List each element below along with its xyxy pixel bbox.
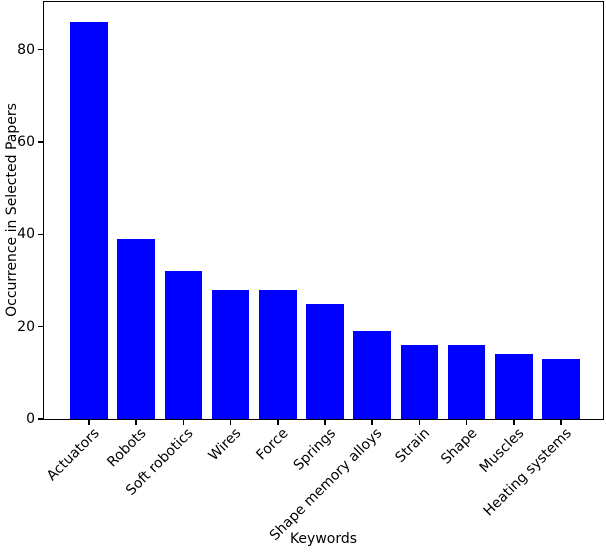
y-tick-mark: [38, 233, 43, 236]
y-tick-label: 20: [17, 318, 35, 335]
y-tick-label: 40: [17, 226, 35, 243]
y-tick-mark: [38, 418, 43, 420]
bar-shape: [447, 345, 486, 419]
x-tick-mark: [560, 420, 562, 425]
x-tick-label: Robots: [104, 425, 150, 471]
x-tick-label: Wires: [205, 425, 245, 465]
x-tick-mark: [88, 420, 90, 425]
x-tick-mark: [277, 420, 279, 425]
x-tick-mark: [229, 420, 232, 425]
y-tick-label: 60: [17, 133, 35, 150]
bar-shape-memory-alloys: [353, 331, 392, 419]
x-tick-label: Force: [253, 425, 292, 464]
x-tick-mark: [135, 420, 137, 425]
bar-springs: [306, 303, 344, 419]
bar-wires: [211, 289, 250, 419]
x-tick-mark: [465, 420, 468, 425]
y-tick-mark: [38, 48, 43, 51]
bar-muscles: [494, 354, 533, 419]
plot-area: [43, 1, 604, 420]
x-tick-mark: [418, 420, 421, 425]
bar-strain: [400, 345, 439, 419]
bar-robots: [117, 238, 156, 419]
x-tick-label: Strain: [392, 425, 434, 466]
bar-force: [258, 289, 297, 419]
x-tick-label: Heating systems: [480, 425, 575, 520]
y-tick-label: 80: [17, 41, 35, 58]
y-tick-label: 0: [26, 411, 35, 427]
x-axis-label: Keywords: [289, 531, 358, 547]
x-tick-label: Shape: [437, 425, 481, 468]
x-tick-mark: [182, 420, 185, 425]
y-tick-mark: [38, 325, 43, 328]
x-tick-mark: [513, 420, 515, 425]
y-tick-mark: [38, 141, 43, 143]
x-tick-mark: [324, 420, 326, 425]
bar-actuators: [70, 21, 108, 419]
x-tick-label: Actuators: [43, 425, 103, 485]
x-tick-mark: [371, 420, 373, 425]
bar-soft-robotics: [164, 271, 203, 419]
bar-heating-systems: [542, 358, 580, 419]
